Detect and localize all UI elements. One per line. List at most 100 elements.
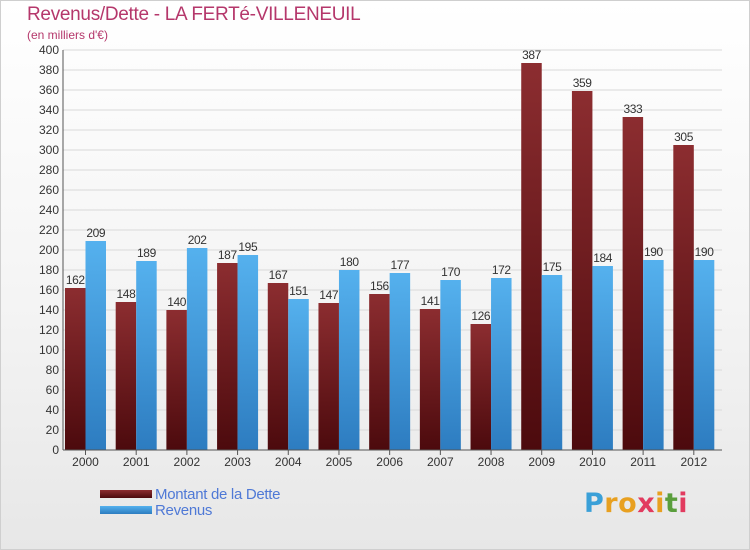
- bar-dette: [571, 91, 593, 450]
- x-tick-label: 2002: [174, 455, 201, 469]
- x-tick-label: 2003: [224, 455, 251, 469]
- data-label-dette: 187: [218, 248, 238, 262]
- data-label-dette: 140: [167, 295, 187, 309]
- legend-swatch-dette: [100, 490, 152, 498]
- bar-dette: [369, 294, 390, 450]
- y-tick-label: 100: [39, 343, 59, 357]
- logo-letter: P: [584, 488, 605, 519]
- logo-letter: o: [618, 488, 638, 519]
- bar-revenus: [491, 278, 512, 450]
- data-label-dette: 126: [471, 309, 491, 323]
- y-tick-label: 340: [39, 103, 59, 117]
- data-label-revenus: 172: [492, 263, 512, 277]
- bar-revenus: [288, 299, 309, 450]
- y-tick-label: 20: [46, 423, 60, 437]
- data-label-dette: 333: [623, 102, 643, 116]
- logo-letter: r: [604, 488, 619, 519]
- bar-revenus: [136, 261, 157, 450]
- axes: 0 20 40 60 80 100 120 140 160 180 200 220 240 260 280 3…: [39, 43, 722, 469]
- y-tick-label: 80: [46, 363, 60, 377]
- data-label-revenus: 177: [390, 258, 410, 272]
- y-tick-label: 380: [39, 63, 59, 77]
- legend-label-revenus: Revenus: [155, 502, 213, 519]
- bar-dette: [470, 324, 492, 450]
- x-tick-label: 2011: [630, 455, 656, 469]
- proxiti-logo: Proxiti: [584, 488, 688, 519]
- y-tick-label: 280: [39, 163, 59, 177]
- bar-revenus: [338, 270, 360, 450]
- bars: [65, 63, 715, 450]
- bar-dette: [419, 309, 441, 450]
- y-tick-label: 360: [39, 83, 59, 97]
- x-tick-label: 2012: [680, 455, 707, 469]
- x-tick-label: 2004: [275, 455, 302, 469]
- y-tick-label: 400: [39, 43, 59, 57]
- data-label-revenus: 189: [137, 246, 157, 260]
- data-label-revenus: 202: [188, 233, 208, 247]
- x-tick-label: 2010: [579, 455, 606, 469]
- data-label-revenus: 170: [441, 265, 461, 279]
- y-tick-label: 260: [39, 183, 59, 197]
- logo-letter: i: [678, 488, 689, 519]
- y-tick-label: 300: [39, 143, 59, 157]
- chart-subtitle: (en milliers d'€): [27, 28, 108, 42]
- x-tick-label: 2000: [72, 455, 99, 469]
- data-label-dette: 141: [421, 294, 441, 308]
- bar-dette: [166, 310, 187, 450]
- data-label-dette: 387: [522, 48, 542, 62]
- logo-letter: x: [637, 488, 656, 519]
- bar-revenus: [541, 275, 563, 450]
- data-label-revenus: 180: [340, 255, 360, 269]
- bar-dette: [318, 303, 339, 450]
- y-tick-label: 0: [52, 443, 59, 457]
- data-label-dette: 162: [66, 273, 86, 287]
- x-tick-label: 2008: [478, 455, 505, 469]
- bar-revenus: [440, 280, 461, 450]
- y-tick-label: 60: [46, 383, 60, 397]
- data-label-revenus: 184: [593, 251, 613, 265]
- data-label-dette: 305: [674, 130, 694, 144]
- bar-dette: [622, 117, 644, 450]
- x-tick-label: 2001: [123, 455, 150, 469]
- y-tick-label: 200: [39, 243, 59, 257]
- y-tick-label: 180: [39, 263, 59, 277]
- data-label-dette: 156: [370, 279, 390, 293]
- bar-revenus: [85, 241, 106, 450]
- data-label-revenus: 151: [289, 284, 309, 298]
- bar-dette: [521, 63, 542, 450]
- data-label-dette: 359: [573, 76, 593, 90]
- data-label-dette: 147: [319, 288, 339, 302]
- y-tick-label: 160: [39, 283, 59, 297]
- data-label-dette: 148: [117, 287, 137, 301]
- data-label-revenus: 195: [238, 240, 258, 254]
- y-tick-label: 320: [39, 123, 59, 137]
- x-tick-label: 2006: [376, 455, 403, 469]
- bar-dette: [65, 288, 86, 450]
- bar-dette: [115, 302, 137, 450]
- bar-revenus: [237, 255, 259, 450]
- y-tick-label: 140: [39, 303, 59, 317]
- bar-revenus: [186, 248, 208, 450]
- x-tick-label: 2009: [528, 455, 555, 469]
- legend-swatch-revenus: [100, 506, 152, 514]
- bar-revenus: [592, 266, 613, 450]
- y-tick-label: 240: [39, 203, 59, 217]
- bar-dette: [267, 283, 289, 450]
- logo-letter: t: [664, 488, 679, 519]
- legend-label-dette: Montant de la Dette: [155, 486, 281, 503]
- y-tick-label: 40: [46, 403, 60, 417]
- bar-revenus: [693, 260, 715, 450]
- bar-revenus: [643, 260, 664, 450]
- chart-title: Revenus/Dette - LA FERTé-VILLENEUIL: [27, 4, 361, 25]
- data-label-dette: 167: [269, 268, 289, 282]
- y-tick-label: 120: [39, 323, 59, 337]
- bar-dette: [673, 145, 694, 450]
- data-label-revenus: 175: [543, 260, 563, 274]
- bar-dette: [217, 263, 238, 450]
- data-label-revenus: 190: [695, 245, 715, 259]
- x-tick-label: 2007: [427, 455, 454, 469]
- bar-revenus: [389, 273, 411, 450]
- data-label-revenus: 209: [86, 226, 106, 240]
- logo-letter: i: [655, 488, 665, 519]
